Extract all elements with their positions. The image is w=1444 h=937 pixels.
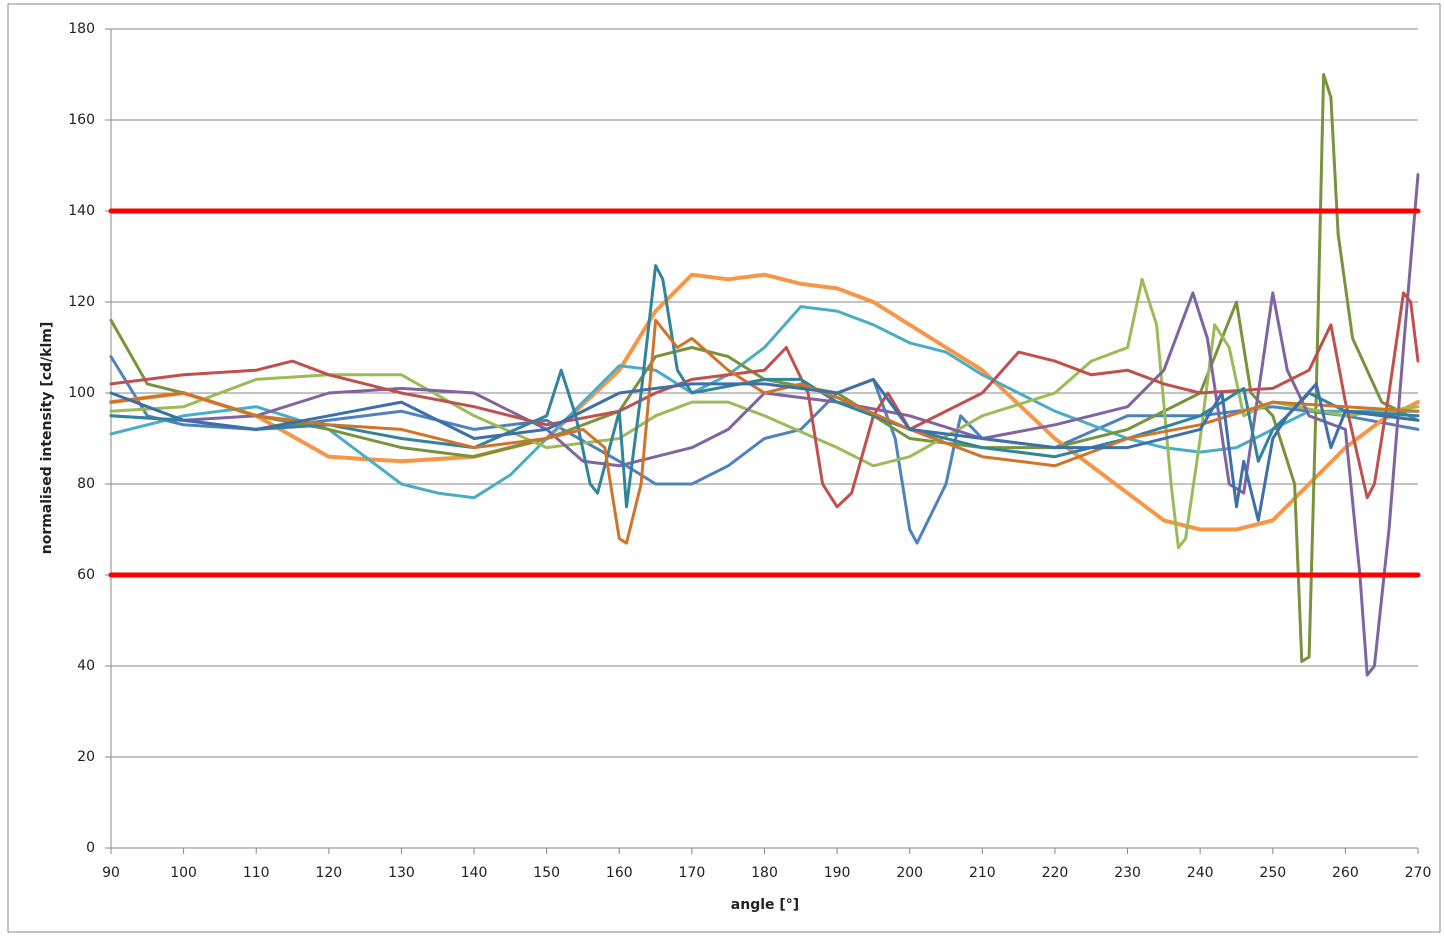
series-line — [109, 377, 1420, 522]
x-tick-label: 220 — [1042, 865, 1069, 881]
chart-frame — [7, 3, 1441, 933]
series-line — [109, 173, 1420, 677]
x-tick-label: 260 — [1332, 865, 1359, 881]
y-tick-label: 60 — [77, 567, 95, 583]
series-line — [109, 291, 1420, 509]
x-tick-label: 100 — [170, 865, 197, 881]
y-tick-label: 120 — [68, 294, 95, 310]
x-tick-label: 180 — [751, 865, 778, 881]
x-tick-label: 170 — [679, 865, 706, 881]
series-line — [109, 264, 1420, 509]
x-tick-label: 230 — [1114, 865, 1141, 881]
x-tick-label: 90 — [102, 865, 120, 881]
x-tick-label: 240 — [1187, 865, 1214, 881]
x-axis-title: angle [°] — [731, 897, 799, 913]
x-tick-label: 120 — [315, 865, 342, 881]
x-tick-label: 130 — [388, 865, 415, 881]
y-tick-label: 20 — [77, 749, 95, 765]
x-tick-label: 160 — [606, 865, 633, 881]
y-tick-label: 0 — [86, 840, 95, 856]
x-tick-label: 190 — [824, 865, 851, 881]
x-tick-label: 200 — [896, 865, 923, 881]
x-tick-label: 210 — [969, 865, 996, 881]
series-line — [109, 272, 1420, 532]
y-tick-label: 40 — [77, 658, 95, 674]
x-tick-label: 250 — [1259, 865, 1286, 881]
y-tick-label: 80 — [77, 476, 95, 492]
series-line — [109, 355, 1420, 545]
x-tick-label: 140 — [461, 865, 488, 881]
x-tick-label: 150 — [533, 865, 560, 881]
x-tick-label: 270 — [1405, 865, 1432, 881]
series-line — [109, 305, 1420, 500]
y-axis-title: normalised intensity [cd/klm] — [39, 322, 55, 555]
x-tick-label: 110 — [243, 865, 270, 881]
y-tick-label: 140 — [68, 203, 95, 219]
series-line — [109, 277, 1420, 550]
y-tick-label: 180 — [68, 21, 95, 37]
y-tick-label: 100 — [68, 385, 95, 401]
y-tick-label: 160 — [68, 112, 95, 128]
series-line — [109, 73, 1420, 663]
